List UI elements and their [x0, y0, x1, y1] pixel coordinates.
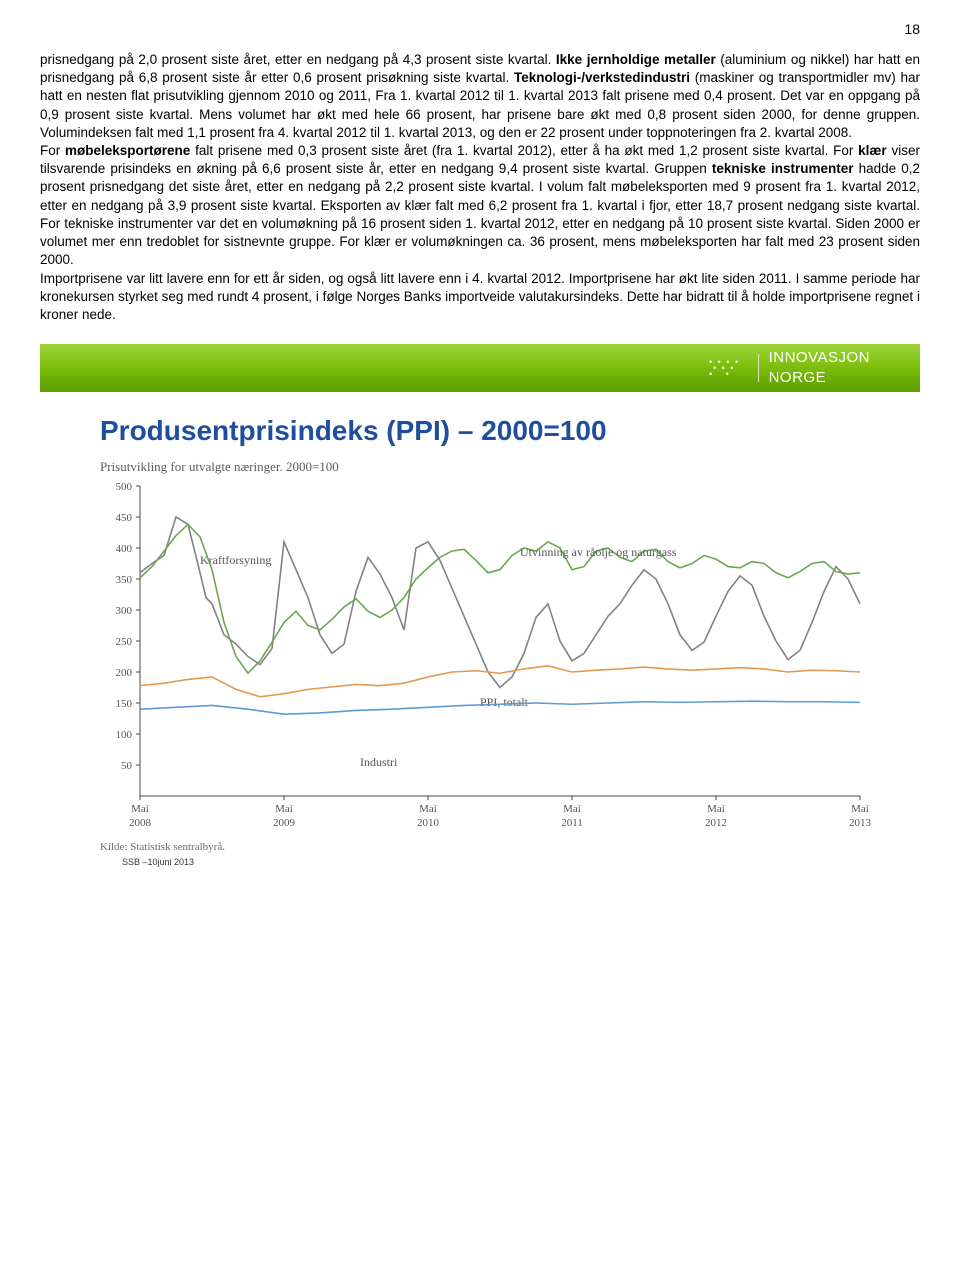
svg-text:200: 200 — [116, 667, 133, 679]
svg-text:PPI, totalt: PPI, totalt — [480, 695, 529, 709]
svg-text:Mai: Mai — [419, 803, 437, 815]
svg-text:250: 250 — [116, 636, 133, 648]
banner-divider — [758, 354, 759, 382]
chart-footer: SSB –10juni 2013 — [122, 856, 880, 868]
svg-text:2012: 2012 — [705, 817, 727, 829]
ppi-line-chart: 50 100 150 200 250 300 350 400 450 500 Mai 2008 Mai 2… — [100, 478, 880, 838]
svg-text:2008: 2008 — [129, 817, 152, 829]
svg-text:450: 450 — [116, 512, 133, 524]
svg-text:300: 300 — [116, 605, 133, 617]
svg-text:500: 500 — [116, 481, 133, 493]
svg-text:400: 400 — [116, 543, 133, 555]
text: falt prisene med 0,3 prosent siste året … — [190, 143, 858, 158]
svg-text:2011: 2011 — [561, 817, 583, 829]
text: hadde 0,2 prosent prisnedgang det siste … — [40, 161, 920, 267]
text: Importprisene var litt lavere enn for et… — [40, 271, 920, 322]
svg-text:Utvinning av råolje og naturga: Utvinning av råolje og naturgass — [520, 545, 677, 559]
svg-text:350: 350 — [116, 574, 133, 586]
svg-text:100: 100 — [116, 729, 133, 741]
chart-source: Kilde: Statistisk sentralbyrå. — [100, 840, 880, 855]
svg-text:Mai: Mai — [707, 803, 725, 815]
svg-text:2013: 2013 — [849, 817, 872, 829]
svg-text:50: 50 — [121, 760, 133, 772]
text: prisnedgang på 2,0 prosent siste året, e… — [40, 52, 556, 67]
bold-instruments: tekniske instrumenter — [712, 161, 854, 176]
banner-text: INNOVASJON NORGE — [769, 348, 870, 389]
svg-text:Mai: Mai — [131, 803, 149, 815]
svg-text:Mai: Mai — [563, 803, 581, 815]
bold-tech: Teknologi-/verkstedindustri — [514, 70, 690, 85]
text: For — [40, 143, 65, 158]
banner-brand: INNOVASJON — [769, 349, 870, 366]
svg-text:2010: 2010 — [417, 817, 440, 829]
bold-metals: Ikke jernholdige metaller — [556, 52, 716, 67]
bold-clothes: klær — [858, 143, 887, 158]
brand-banner: • • • • • • •• • INNOVASJON NORGE — [40, 344, 920, 392]
svg-text:Mai: Mai — [275, 803, 293, 815]
chart-container: Produsentprisindeks (PPI) – 2000=100 Pri… — [40, 402, 920, 868]
bold-furniture: møbeleksportørene — [65, 143, 190, 158]
svg-text:Industri: Industri — [360, 755, 398, 769]
svg-text:150: 150 — [116, 698, 133, 710]
svg-text:2009: 2009 — [273, 817, 296, 829]
banner-dots-icon: • • • • • • •• • — [709, 359, 740, 378]
body-paragraph-1: prisnedgang på 2,0 prosent siste året, e… — [40, 51, 920, 324]
chart-subtitle: Prisutvikling for utvalgte næringer. 200… — [100, 458, 880, 476]
page-number: 18 — [40, 20, 920, 39]
svg-text:Mai: Mai — [851, 803, 869, 815]
chart-title: Produsentprisindeks (PPI) – 2000=100 — [100, 412, 880, 450]
banner-country: NORGE — [769, 369, 827, 386]
